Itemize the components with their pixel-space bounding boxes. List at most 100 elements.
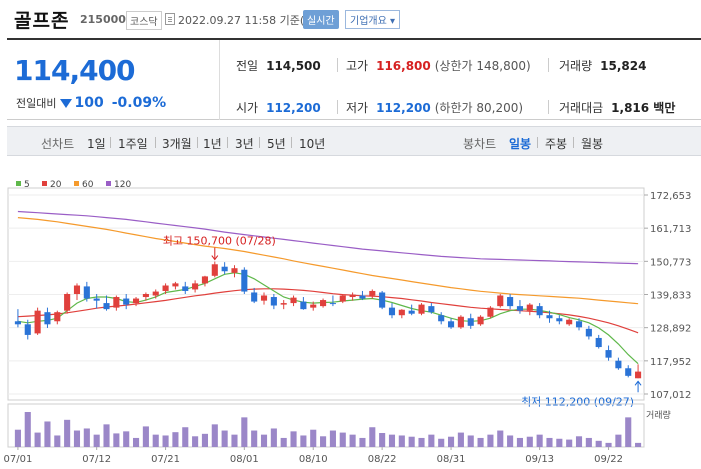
- volume-bar: [536, 434, 543, 447]
- ma120-line: [17, 210, 639, 265]
- prev-close-value: 114,500: [266, 59, 321, 73]
- high-value: 116,800: [376, 59, 431, 73]
- volume-stat: 거래량 15,824: [559, 57, 646, 74]
- candle-body: [556, 318, 563, 322]
- volume-bar: [457, 432, 464, 447]
- tab-daily[interactable]: 일봉: [509, 137, 532, 151]
- x-tick-label: 08/22: [368, 454, 397, 465]
- tab-1week[interactable]: 1주일: [118, 137, 148, 151]
- upper-limit: (상한가 148,800): [434, 59, 531, 73]
- change-percent: -0.09%: [111, 95, 167, 111]
- volume-bar: [369, 427, 376, 447]
- candle-body: [290, 297, 297, 304]
- divider: [227, 137, 228, 148]
- divider: [110, 137, 111, 148]
- volume-label: 거래량: [559, 59, 593, 73]
- candle-body: [438, 315, 445, 322]
- ma5-line: [17, 272, 639, 365]
- x-tick-label: 07/21: [151, 454, 180, 465]
- x-tick-label: 07/01: [4, 454, 33, 465]
- candle-body: [103, 303, 110, 310]
- volume-bar: [507, 435, 514, 447]
- change-label: 전일대비: [16, 97, 57, 110]
- candle-body: [477, 316, 484, 325]
- volume-bar: [182, 427, 189, 447]
- low-value: 112,200: [376, 101, 431, 115]
- tab-5year[interactable]: 5년: [267, 137, 286, 151]
- x-tick-label: 09/13: [525, 454, 554, 465]
- x-tick-label: 08/01: [230, 454, 259, 465]
- candle-body: [329, 303, 336, 305]
- realtime-button[interactable]: 실시간: [303, 10, 339, 29]
- candle-body: [516, 306, 524, 311]
- candle-chart-label: 봉차트: [463, 137, 497, 151]
- prev-close-label: 전일: [236, 59, 259, 73]
- tab-1day[interactable]: 1일: [87, 137, 106, 151]
- tab-3month[interactable]: 3개월: [162, 137, 192, 151]
- y-tick-label: 107,012: [650, 390, 691, 401]
- candle-body: [379, 292, 386, 308]
- candle-body: [182, 286, 189, 291]
- candle-body: [132, 298, 140, 304]
- volume-bar: [280, 437, 287, 447]
- candlestick-chart-svg: 5 20 60 120 172,653 161,713 150,773 139,833 128,…: [4, 180, 692, 465]
- open-label: 시가: [236, 101, 259, 115]
- candle-body: [457, 316, 464, 328]
- candle-body: [595, 337, 602, 348]
- chart-period-tabs: 선차트 1일 1주일 3개월 1년 3년 5년 10년 봉차트 일봉 주봉 월봉: [7, 126, 701, 156]
- high-annotation: 최고 150,700 (07/28): [163, 235, 276, 248]
- volume-bar: [83, 428, 90, 447]
- current-price: 114,400: [14, 54, 136, 87]
- volume-bar: [290, 431, 297, 447]
- legend-label-ma120: 120: [114, 180, 131, 190]
- y-tick-label: 172,653: [650, 191, 691, 202]
- volume-bar: [123, 431, 130, 447]
- tab-monthly[interactable]: 월봉: [581, 137, 604, 151]
- candle-body: [192, 283, 199, 290]
- legend-swatch-ma20: [42, 181, 47, 186]
- tab-1year[interactable]: 1년: [203, 137, 222, 151]
- volume-bar: [566, 439, 573, 447]
- low-stat: 저가 112,200 (하한가 80,200): [346, 99, 523, 116]
- volume-bar: [300, 435, 307, 447]
- volume-bar: [398, 435, 405, 447]
- volume-bar: [93, 434, 100, 447]
- candle-body: [467, 318, 474, 326]
- candle-body: [270, 297, 277, 306]
- x-tick-label: 08/10: [299, 454, 328, 465]
- volume-bar: [113, 433, 120, 447]
- high-label: 고가: [346, 59, 369, 73]
- volume-bar: [339, 432, 346, 447]
- candle-body: [536, 306, 543, 316]
- market-badge: 코스닥: [126, 11, 162, 30]
- volume-bar: [359, 437, 366, 447]
- volume-bar: [546, 437, 553, 447]
- candle-body: [64, 293, 71, 311]
- tab-10year[interactable]: 10년: [299, 137, 326, 151]
- low-label: 저가: [346, 101, 369, 115]
- tab-weekly[interactable]: 주봉: [545, 137, 568, 151]
- down-arrow-icon: [60, 99, 73, 108]
- candle-body: [280, 303, 287, 305]
- candle-body: [142, 293, 149, 298]
- volume-bar: [192, 436, 199, 447]
- candle-body: [221, 266, 228, 272]
- calendar-icon: [165, 13, 175, 25]
- candle-body: [566, 319, 573, 325]
- amount-value: 1,816 백만: [611, 101, 676, 115]
- tab-3year[interactable]: 3년: [235, 137, 254, 151]
- volume-bar: [172, 432, 179, 447]
- quote-datetime: 2022.09.27 11:58 기준(장중): [178, 14, 329, 27]
- y-tick-label: 139,833: [650, 291, 691, 302]
- volume-bar: [635, 442, 642, 447]
- volume-bar: [14, 429, 21, 447]
- candle-body: [73, 285, 81, 294]
- candle-body: [260, 295, 268, 301]
- candle-body: [615, 360, 622, 369]
- volume-bar: [260, 434, 268, 447]
- company-overview-dropdown[interactable]: 기업개요 ▾: [345, 10, 400, 29]
- candle-body: [408, 310, 415, 314]
- volume-value: 15,824: [600, 59, 647, 73]
- divider: [548, 100, 549, 114]
- candle-body: [310, 304, 317, 308]
